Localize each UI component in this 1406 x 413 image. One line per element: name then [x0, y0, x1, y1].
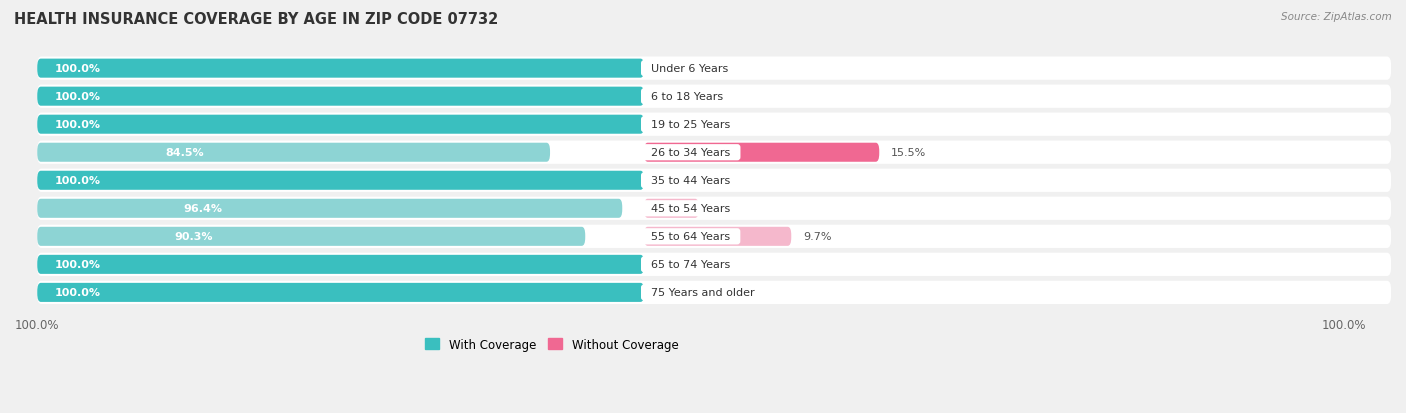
- Text: 90.3%: 90.3%: [174, 232, 212, 242]
- Text: 0.0%: 0.0%: [655, 176, 685, 186]
- FancyBboxPatch shape: [37, 143, 550, 162]
- Text: 45 to 54 Years: 45 to 54 Years: [644, 204, 737, 214]
- Text: HEALTH INSURANCE COVERAGE BY AGE IN ZIP CODE 07732: HEALTH INSURANCE COVERAGE BY AGE IN ZIP …: [14, 12, 498, 27]
- Text: 19 to 25 Years: 19 to 25 Years: [644, 120, 737, 130]
- FancyBboxPatch shape: [37, 171, 644, 190]
- Text: 35 to 44 Years: 35 to 44 Years: [644, 176, 737, 186]
- Text: 26 to 34 Years: 26 to 34 Years: [644, 148, 737, 158]
- FancyBboxPatch shape: [37, 197, 1391, 221]
- Text: 0.0%: 0.0%: [655, 288, 685, 298]
- FancyBboxPatch shape: [37, 283, 644, 302]
- Text: 55 to 64 Years: 55 to 64 Years: [644, 232, 737, 242]
- Text: 84.5%: 84.5%: [166, 148, 204, 158]
- FancyBboxPatch shape: [644, 199, 699, 218]
- FancyBboxPatch shape: [37, 85, 1391, 109]
- Text: 6 to 18 Years: 6 to 18 Years: [644, 92, 730, 102]
- FancyBboxPatch shape: [37, 59, 644, 78]
- Text: 100.0%: 100.0%: [55, 288, 101, 298]
- FancyBboxPatch shape: [37, 169, 1391, 192]
- Text: 0.0%: 0.0%: [655, 92, 685, 102]
- FancyBboxPatch shape: [37, 227, 585, 246]
- Text: 100.0%: 100.0%: [55, 92, 101, 102]
- FancyBboxPatch shape: [37, 57, 1391, 81]
- FancyBboxPatch shape: [37, 281, 1391, 304]
- Text: 0.0%: 0.0%: [655, 120, 685, 130]
- Text: Under 6 Years: Under 6 Years: [644, 64, 735, 74]
- Text: 100.0%: 100.0%: [55, 64, 101, 74]
- Text: 0.0%: 0.0%: [655, 64, 685, 74]
- Text: 0.0%: 0.0%: [655, 260, 685, 270]
- FancyBboxPatch shape: [37, 199, 623, 218]
- FancyBboxPatch shape: [37, 141, 1391, 164]
- FancyBboxPatch shape: [37, 253, 1391, 276]
- Text: 15.5%: 15.5%: [891, 148, 927, 158]
- FancyBboxPatch shape: [37, 115, 644, 134]
- Text: 100.0%: 100.0%: [55, 120, 101, 130]
- Legend: With Coverage, Without Coverage: With Coverage, Without Coverage: [420, 333, 683, 356]
- Text: 100.0%: 100.0%: [55, 176, 101, 186]
- FancyBboxPatch shape: [37, 88, 644, 107]
- FancyBboxPatch shape: [37, 113, 1391, 137]
- Text: Source: ZipAtlas.com: Source: ZipAtlas.com: [1281, 12, 1392, 22]
- FancyBboxPatch shape: [37, 225, 1391, 248]
- FancyBboxPatch shape: [644, 227, 792, 246]
- Text: 3.6%: 3.6%: [710, 204, 738, 214]
- Text: 100.0%: 100.0%: [55, 260, 101, 270]
- Text: 75 Years and older: 75 Years and older: [644, 288, 762, 298]
- Text: 65 to 74 Years: 65 to 74 Years: [644, 260, 737, 270]
- Text: 9.7%: 9.7%: [803, 232, 831, 242]
- FancyBboxPatch shape: [37, 255, 644, 274]
- Text: 96.4%: 96.4%: [184, 204, 222, 214]
- FancyBboxPatch shape: [644, 143, 879, 162]
